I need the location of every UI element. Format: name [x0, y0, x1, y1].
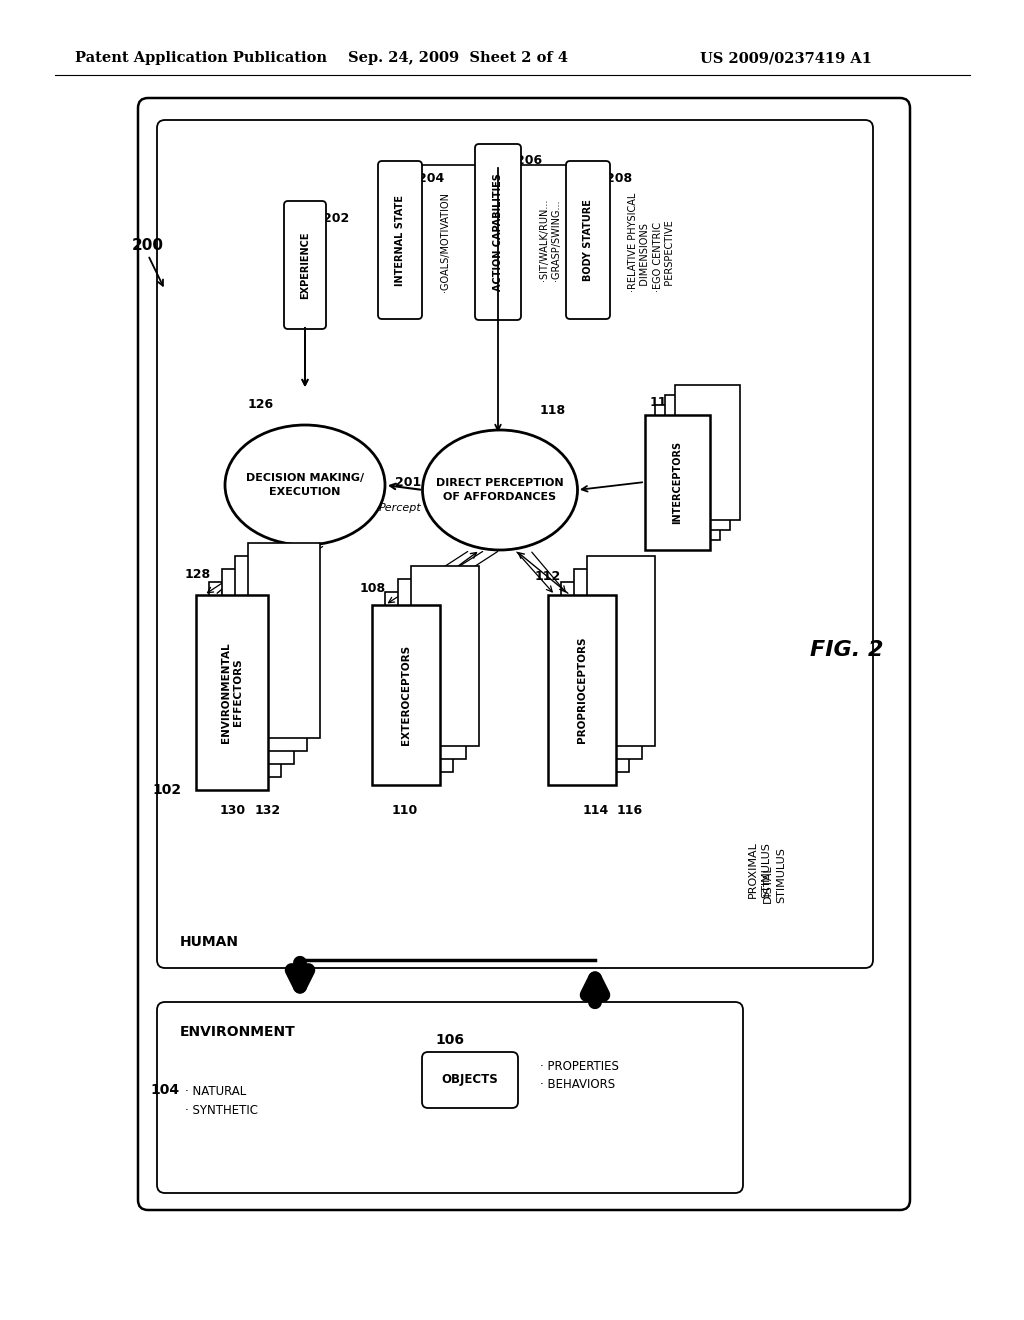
- Ellipse shape: [423, 430, 578, 550]
- Text: 110: 110: [392, 804, 418, 817]
- Text: FIG. 2: FIG. 2: [810, 640, 884, 660]
- FancyBboxPatch shape: [378, 161, 422, 319]
- Text: 132: 132: [255, 804, 282, 817]
- FancyBboxPatch shape: [157, 120, 873, 968]
- FancyBboxPatch shape: [422, 1052, 518, 1107]
- Text: HUMAN: HUMAN: [180, 935, 239, 949]
- Text: ·SIT/WALK/RUN...
·GRASP/SWING...: ·SIT/WALK/RUN... ·GRASP/SWING...: [539, 199, 561, 281]
- Text: 130: 130: [220, 804, 246, 817]
- Text: BODY STATURE: BODY STATURE: [583, 199, 593, 281]
- Text: · NATURAL
· SYNTHETIC: · NATURAL · SYNTHETIC: [185, 1085, 258, 1117]
- Text: EXPERIENCE: EXPERIENCE: [300, 231, 310, 298]
- Text: Patent Application Publication: Patent Application Publication: [75, 51, 327, 65]
- Text: Percept: Percept: [379, 503, 421, 513]
- Text: ·GOALS/MOTIVATION: ·GOALS/MOTIVATION: [440, 191, 450, 292]
- Polygon shape: [248, 543, 319, 738]
- Text: 104: 104: [150, 1082, 179, 1097]
- FancyBboxPatch shape: [284, 201, 326, 329]
- Polygon shape: [574, 569, 642, 759]
- Text: 108: 108: [360, 582, 386, 594]
- Text: 114: 114: [583, 804, 609, 817]
- Text: DECISION MAKING/
EXECUTION: DECISION MAKING/ EXECUTION: [246, 474, 365, 496]
- Text: 116: 116: [617, 804, 643, 817]
- Polygon shape: [655, 405, 720, 540]
- Text: 202: 202: [323, 211, 349, 224]
- Text: Sep. 24, 2009  Sheet 2 of 4: Sep. 24, 2009 Sheet 2 of 4: [348, 51, 568, 65]
- FancyBboxPatch shape: [566, 161, 610, 319]
- Text: PROPRIOCEPTORS: PROPRIOCEPTORS: [577, 636, 587, 743]
- Polygon shape: [196, 595, 268, 789]
- Text: ACTION CAPABILITIES: ACTION CAPABILITIES: [493, 173, 503, 290]
- Text: 106: 106: [435, 1034, 464, 1047]
- Polygon shape: [209, 582, 281, 777]
- Polygon shape: [372, 605, 440, 785]
- Text: EXTEROCEPTORS: EXTEROCEPTORS: [401, 645, 411, 744]
- Text: DIRECT PERCEPTION
OF AFFORDANCES: DIRECT PERCEPTION OF AFFORDANCES: [436, 478, 564, 502]
- Text: ENVIRONMENTAL
EFFECTORS: ENVIRONMENTAL EFFECTORS: [221, 643, 243, 743]
- Polygon shape: [561, 582, 629, 772]
- Text: 126: 126: [248, 399, 274, 412]
- Text: 128: 128: [185, 569, 211, 582]
- FancyBboxPatch shape: [138, 98, 910, 1210]
- Text: 122: 122: [712, 396, 738, 408]
- Text: OBJECTS: OBJECTS: [441, 1073, 499, 1086]
- Polygon shape: [665, 395, 730, 531]
- Text: INTERCEPTORS: INTERCEPTORS: [673, 441, 683, 524]
- FancyBboxPatch shape: [475, 144, 521, 319]
- Polygon shape: [587, 556, 655, 746]
- Text: 200: 200: [132, 238, 164, 252]
- Text: 118: 118: [650, 396, 676, 409]
- Polygon shape: [548, 595, 616, 785]
- Text: 201: 201: [395, 477, 421, 490]
- Text: ENVIRONMENT: ENVIRONMENT: [180, 1026, 296, 1039]
- Text: 204: 204: [418, 172, 444, 185]
- Text: DISTAL
STIMULUS: DISTAL STIMULUS: [763, 847, 786, 903]
- Text: 120: 120: [683, 396, 710, 408]
- Polygon shape: [398, 579, 466, 759]
- Text: INTERNAL STATE: INTERNAL STATE: [395, 194, 406, 285]
- Text: · PROPERTIES
· BEHAVIORS: · PROPERTIES · BEHAVIORS: [540, 1060, 618, 1090]
- Polygon shape: [675, 385, 740, 520]
- Text: 118: 118: [540, 404, 566, 417]
- Polygon shape: [411, 566, 479, 746]
- Text: 206: 206: [516, 153, 542, 166]
- Text: 208: 208: [606, 172, 632, 185]
- Text: PROXIMAL
STIMULUS: PROXIMAL STIMULUS: [748, 842, 771, 899]
- Text: 112: 112: [535, 570, 561, 583]
- Polygon shape: [385, 591, 453, 772]
- Ellipse shape: [225, 425, 385, 545]
- Text: US 2009/0237419 A1: US 2009/0237419 A1: [700, 51, 872, 65]
- Polygon shape: [645, 414, 710, 550]
- Text: ·RELATIVE PHYSICAL
  DIMENSIONS
·EGO CENTRIC
  PERSPECTIVE: ·RELATIVE PHYSICAL DIMENSIONS ·EGO CENTR…: [628, 193, 675, 292]
- Text: 102: 102: [152, 783, 181, 797]
- FancyBboxPatch shape: [157, 1002, 743, 1193]
- Polygon shape: [234, 556, 307, 751]
- Polygon shape: [222, 569, 294, 764]
